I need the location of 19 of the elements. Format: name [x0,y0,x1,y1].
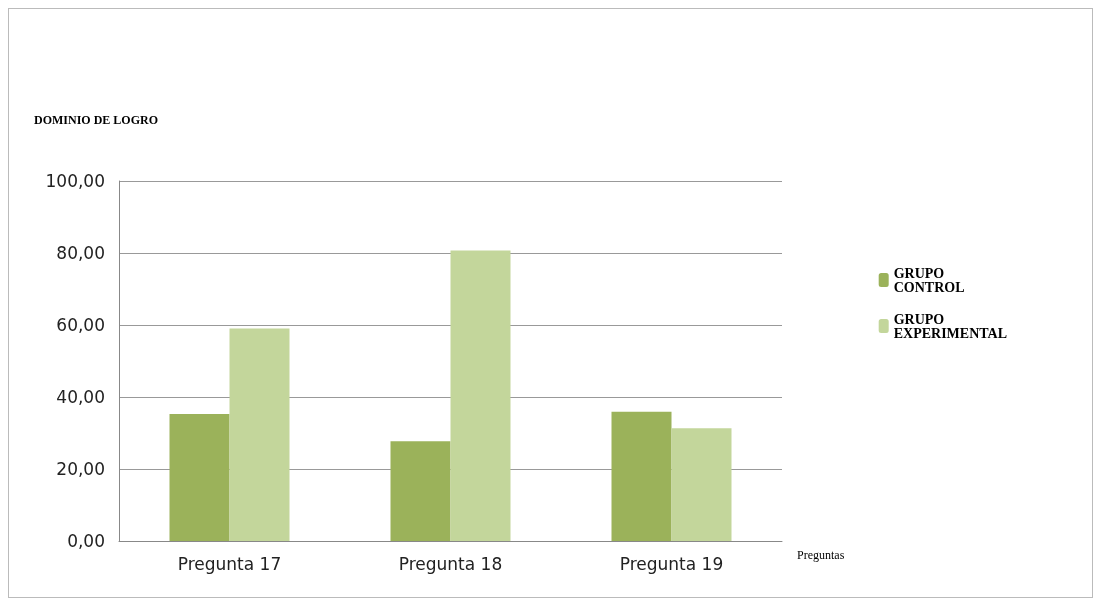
x-tick-label: Pregunta 18 [398,553,503,574]
legend-label: GRUPO CONTROL [893,265,965,295]
bar [390,441,451,541]
y-axis-title: DOMINIO DE LOGRO [34,113,159,127]
x-tick-label: Pregunta 17 [177,553,282,574]
y-tick-label: 20,00 [56,459,105,479]
y-tick-label: 0,00 [67,531,105,551]
y-tick-label: 40,00 [56,387,105,407]
x-axis-title: Preguntas [797,548,845,562]
legend-label: GRUPO EXPERIMENTAL [893,311,1008,341]
bar [450,250,511,541]
bar [229,328,290,541]
y-tick-label: 80,00 [56,243,105,263]
x-tick-label: Pregunta 19 [619,553,724,574]
y-tick-label: 100,00 [45,171,105,191]
y-tick-label: 60,00 [56,315,105,335]
bar [671,428,732,541]
bar [611,411,672,541]
bar [169,413,230,541]
